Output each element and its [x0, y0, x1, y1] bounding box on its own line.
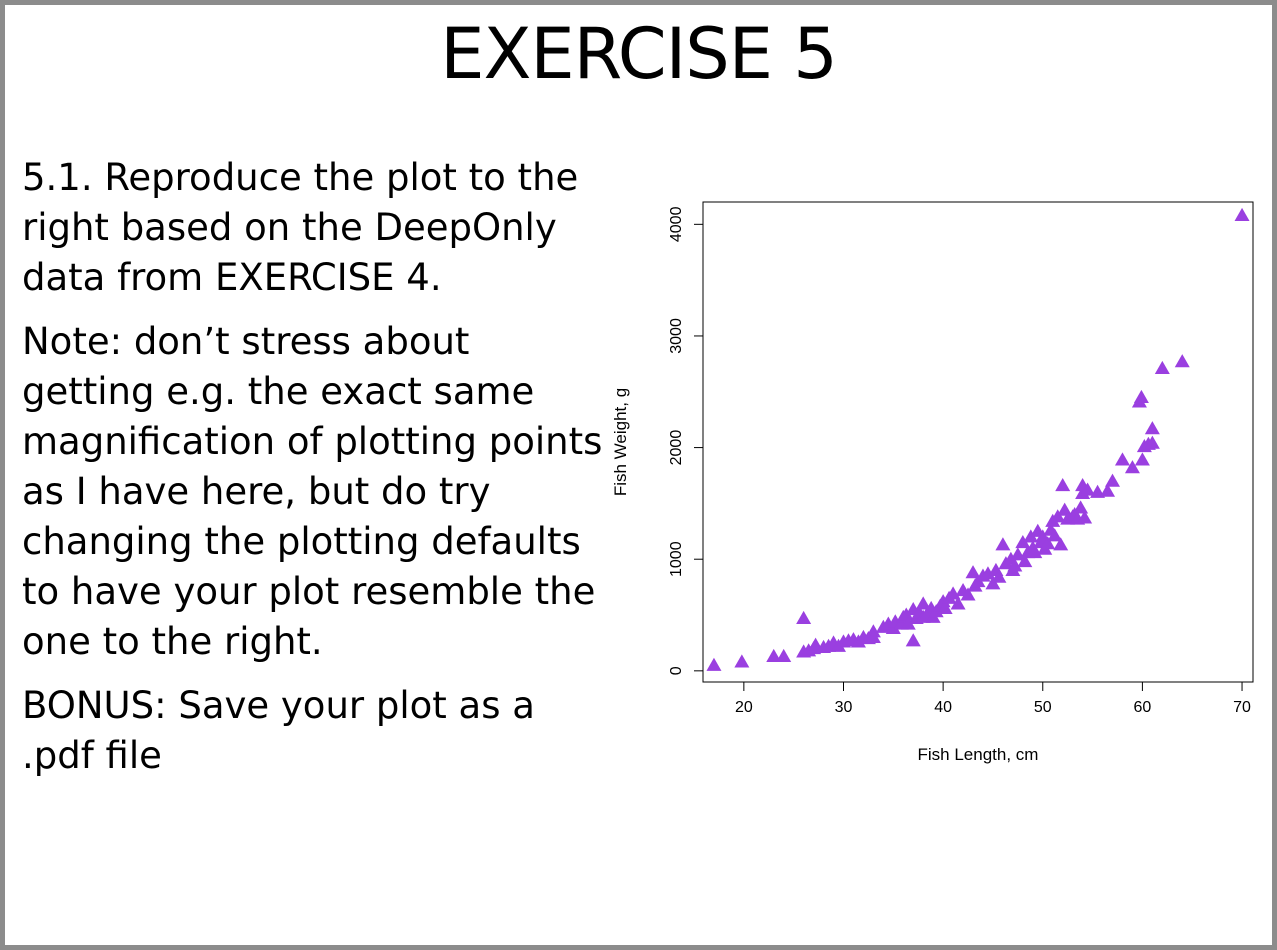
data-point [915, 596, 931, 610]
data-point [1040, 536, 1056, 550]
instruction-paragraph: 5.1. Reproduce the plot to the right bas… [22, 156, 579, 299]
data-point [1234, 207, 1250, 222]
data-point [1073, 500, 1089, 514]
data-point [1050, 509, 1066, 523]
x-tick-label: 70 [1233, 699, 1251, 716]
data-point [980, 566, 996, 580]
data-point [900, 616, 916, 630]
data-point [865, 629, 881, 643]
data-point [776, 648, 792, 662]
data-point [950, 596, 966, 610]
data-point [945, 586, 961, 600]
data-point [1047, 528, 1063, 542]
bonus-paragraph: BONUS: Save your plot as a .pdf file [22, 684, 535, 777]
data-point [766, 648, 782, 662]
data-point [1114, 452, 1130, 466]
data-point [1105, 473, 1121, 487]
data-point [985, 576, 1001, 590]
data-point [1144, 435, 1160, 449]
y-tick-label: 1000 [668, 541, 685, 577]
data-point [1077, 510, 1093, 524]
y-tick-label: 4000 [668, 206, 685, 242]
data-point [1080, 482, 1096, 496]
exercise-text: 5.1. Reproduce the plot to the right bas… [22, 153, 612, 795]
data-point [991, 569, 1007, 583]
y-tick-label: 0 [668, 666, 685, 675]
data-point [1053, 537, 1069, 551]
data-point [1154, 360, 1170, 374]
data-point [1007, 558, 1023, 572]
data-point [898, 607, 914, 621]
data-point [1017, 553, 1033, 568]
y-axis-label: Fish Weight, g [611, 388, 630, 496]
data-point [885, 620, 901, 635]
data-point [1144, 421, 1160, 435]
x-tick-label: 20 [735, 699, 753, 716]
plot-frame [702, 201, 1254, 683]
data-point [1134, 452, 1150, 466]
data-point [937, 600, 953, 614]
y-tick-label: 3000 [668, 318, 685, 354]
data-point [960, 587, 976, 601]
data-point [905, 633, 921, 647]
x-tick-label: 60 [1134, 699, 1152, 716]
x-axis-label: Fish Length, cm [918, 745, 1039, 764]
data-point [796, 610, 812, 624]
note-paragraph: Note: don’t stress about getting e.g. th… [22, 320, 603, 663]
data-point [965, 565, 981, 579]
data-point [1055, 478, 1071, 492]
data-point [1124, 460, 1140, 474]
data-point [734, 654, 750, 668]
data-point [1015, 534, 1031, 549]
data-point [1027, 545, 1043, 559]
data-point [995, 537, 1011, 551]
data-point [1057, 502, 1073, 516]
data-point [1023, 529, 1039, 543]
x-tick-label: 30 [835, 699, 853, 716]
data-point [706, 657, 722, 671]
data-point [1100, 483, 1116, 497]
data-point [1174, 354, 1190, 368]
data-point [1133, 389, 1149, 403]
x-tick-label: 40 [934, 699, 952, 716]
scatter-plot: 20 30 40 50 60 70 0 1000 2000 3000 4000 Fish Length… [611, 201, 1254, 764]
y-tick-label: 2000 [668, 430, 685, 466]
x-tick-label: 50 [1034, 699, 1052, 716]
slide-title: EXERCISE 5 [440, 13, 838, 95]
